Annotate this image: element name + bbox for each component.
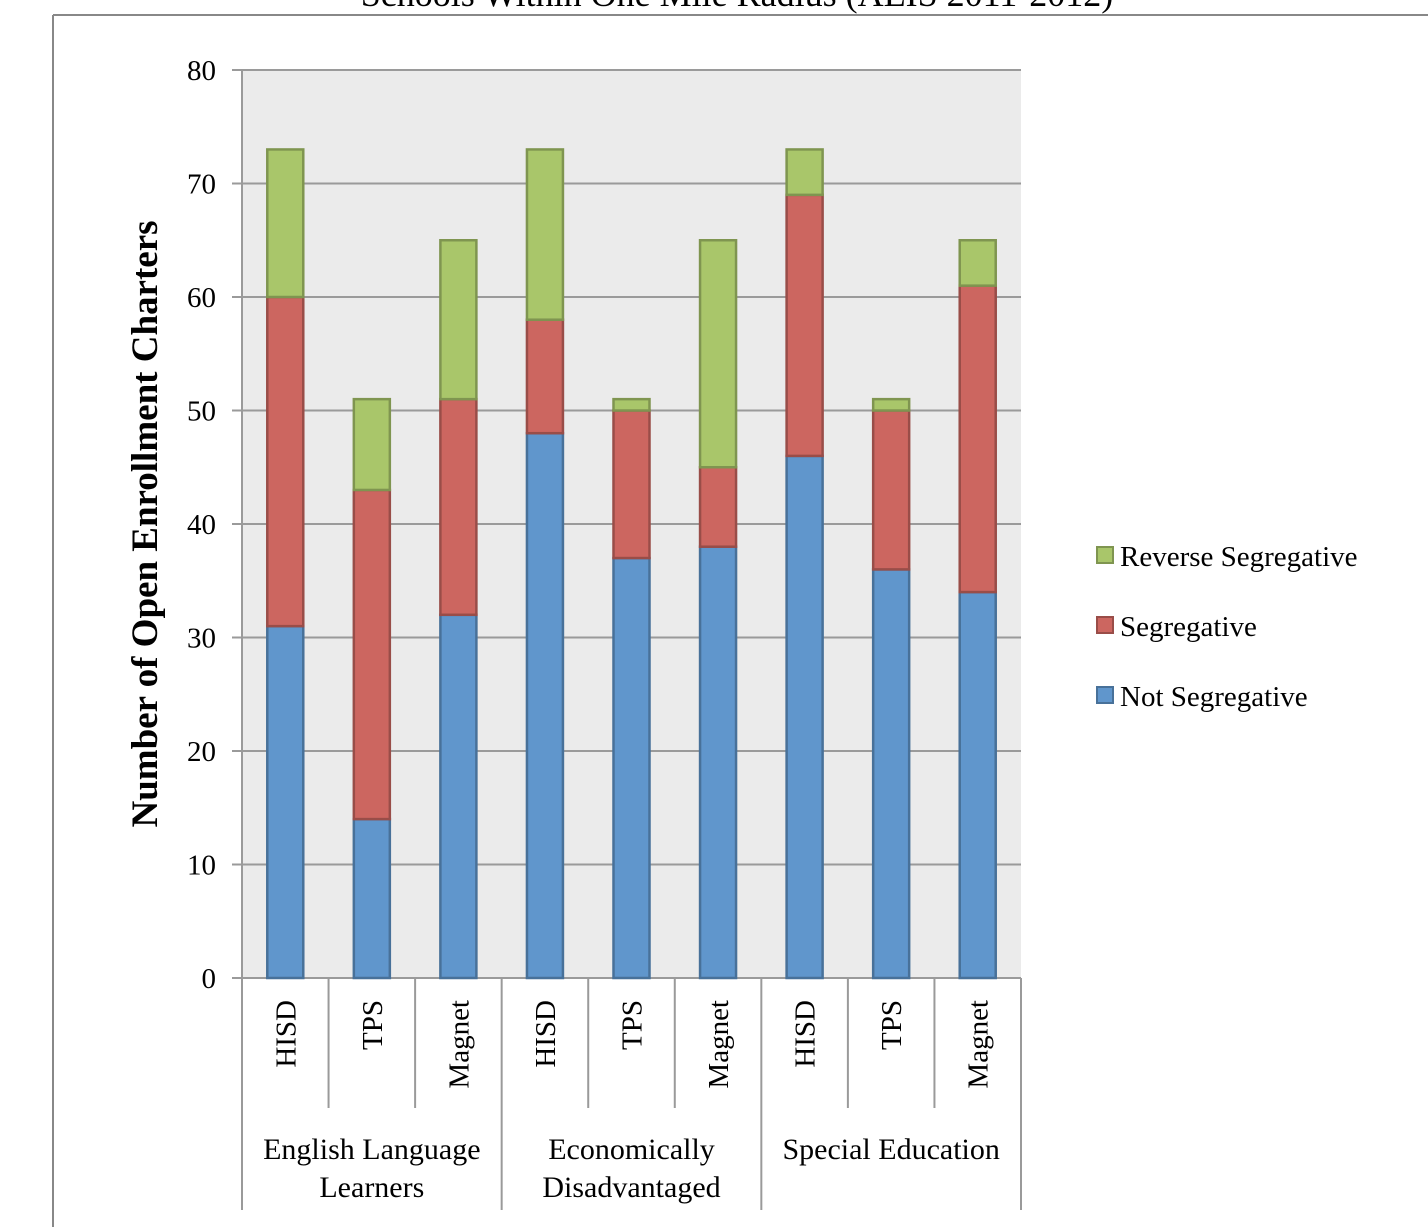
legend-label: Segregative xyxy=(1120,611,1257,643)
legend-swatch xyxy=(1096,546,1114,564)
bar-segment xyxy=(525,148,565,321)
bar-segment xyxy=(612,397,651,412)
x-tick-label: TPS xyxy=(357,1000,389,1050)
bar-segment xyxy=(439,239,478,401)
y-tick-label: 20 xyxy=(187,736,216,768)
y-tick-label: 50 xyxy=(187,396,216,428)
bar-segment xyxy=(958,284,997,594)
y-tick-label: 80 xyxy=(187,55,216,87)
bar-segment xyxy=(439,613,478,980)
y-axis-label: Number of Open Enrollment Charters xyxy=(125,220,166,827)
legend-label: Not Segregative xyxy=(1120,681,1308,713)
y-tick-label: 70 xyxy=(187,169,216,201)
x-tick-label: HISD xyxy=(270,1000,302,1068)
bar-segment xyxy=(871,397,911,412)
x-tick-label: Magnet xyxy=(703,1000,735,1089)
bar-segment xyxy=(698,239,738,469)
bar-segment xyxy=(785,454,824,980)
bar-segment xyxy=(266,295,305,628)
bar-segment xyxy=(612,556,651,980)
bar-segment xyxy=(958,590,997,980)
x-tick-label: Magnet xyxy=(963,1000,995,1089)
bar-segment xyxy=(352,397,392,492)
x-tick-label: HISD xyxy=(790,1000,822,1068)
bar-segment xyxy=(871,409,911,571)
bar-segment xyxy=(525,318,565,435)
x-tick-label: TPS xyxy=(876,1000,908,1050)
bar-segment xyxy=(266,148,305,299)
chart-title: Schools Within One Mile Radius (AEIS 201… xyxy=(361,0,1114,14)
x-tick-label: TPS xyxy=(617,1000,649,1050)
legend-swatch xyxy=(1096,616,1114,634)
bar-segment xyxy=(785,193,824,458)
bar-segment xyxy=(439,397,478,617)
bar-segment xyxy=(612,409,651,560)
x-tick-label: HISD xyxy=(530,1000,562,1068)
bar-segment xyxy=(352,488,392,821)
group-label: Special Education xyxy=(782,1133,1000,1166)
bar-segment xyxy=(266,624,305,980)
group-label: Economically Disadvantaged xyxy=(542,1133,721,1204)
bar-segment xyxy=(698,466,738,548)
bar-segment xyxy=(698,545,738,980)
bar-segment xyxy=(785,148,824,197)
y-tick-label: 0 xyxy=(202,963,217,995)
group-label: English Language Learners xyxy=(263,1133,481,1204)
y-tick-label: 10 xyxy=(187,850,216,882)
y-tick-label: 30 xyxy=(187,623,216,655)
x-tick-label: Magnet xyxy=(443,1000,475,1089)
y-tick-label: 60 xyxy=(187,282,216,314)
bar-segment xyxy=(958,239,997,287)
bar-segment xyxy=(871,568,911,980)
y-tick-label: 40 xyxy=(187,509,216,541)
bar-segment xyxy=(525,431,565,980)
legend-label: Reverse Segregative xyxy=(1120,541,1358,573)
legend-swatch xyxy=(1096,686,1114,704)
bar-segment xyxy=(352,817,392,980)
